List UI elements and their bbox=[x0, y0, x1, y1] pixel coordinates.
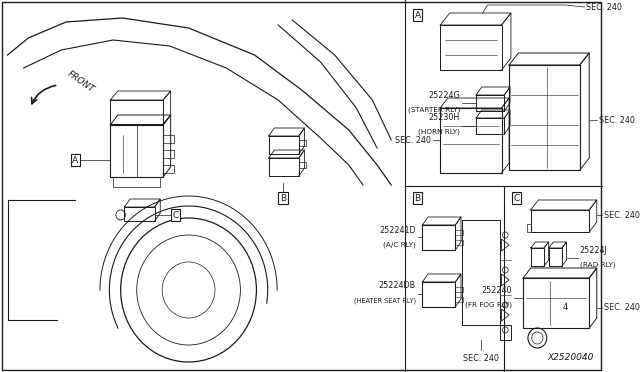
Text: 25224G: 25224G bbox=[428, 91, 460, 100]
Bar bbox=[422, 282, 455, 307]
Text: SEC. 240: SEC. 240 bbox=[598, 115, 634, 125]
Bar bbox=[476, 118, 504, 134]
Bar bbox=[455, 287, 463, 292]
Bar bbox=[476, 95, 504, 111]
Bar bbox=[110, 100, 163, 124]
Text: 25230H: 25230H bbox=[429, 113, 460, 122]
Text: C: C bbox=[513, 193, 520, 202]
Text: B: B bbox=[280, 193, 286, 202]
Bar bbox=[531, 248, 544, 266]
Bar bbox=[524, 278, 589, 328]
Bar bbox=[455, 297, 463, 302]
Bar bbox=[548, 248, 562, 266]
Bar bbox=[440, 108, 502, 173]
Text: 252240: 252240 bbox=[481, 286, 512, 295]
Bar bbox=[299, 140, 307, 146]
Text: (HEATER SEAT RLY): (HEATER SEAT RLY) bbox=[354, 298, 416, 305]
Bar bbox=[422, 225, 455, 250]
Text: 252241D: 252241D bbox=[379, 226, 416, 235]
Bar bbox=[269, 136, 299, 154]
Text: SEC. 240: SEC. 240 bbox=[604, 211, 640, 219]
Text: A: A bbox=[415, 10, 420, 19]
Text: (A/C RLY): (A/C RLY) bbox=[383, 241, 416, 247]
Bar bbox=[163, 165, 175, 173]
Bar bbox=[269, 158, 299, 176]
Text: X2520040: X2520040 bbox=[548, 353, 594, 362]
Bar bbox=[163, 150, 175, 158]
Bar bbox=[455, 240, 463, 245]
Bar bbox=[440, 25, 502, 70]
Text: A: A bbox=[72, 155, 79, 164]
Bar bbox=[124, 207, 155, 221]
Text: (STARTER RLY): (STARTER RLY) bbox=[408, 106, 460, 112]
Text: SEC. 240: SEC. 240 bbox=[463, 354, 499, 363]
Text: 25224DB: 25224DB bbox=[379, 281, 416, 290]
Bar bbox=[113, 177, 160, 187]
Bar bbox=[509, 65, 580, 170]
Text: 4: 4 bbox=[563, 304, 568, 312]
Text: SEC. 240: SEC. 240 bbox=[586, 3, 622, 12]
Text: (RAD RLY): (RAD RLY) bbox=[580, 261, 616, 267]
Text: SEC. 240: SEC. 240 bbox=[604, 304, 640, 312]
Text: 25224J: 25224J bbox=[580, 246, 607, 255]
Bar bbox=[527, 224, 531, 232]
Bar bbox=[299, 162, 307, 168]
Bar bbox=[455, 230, 463, 235]
Text: B: B bbox=[415, 193, 420, 202]
Bar bbox=[110, 125, 163, 177]
Text: FRONT: FRONT bbox=[66, 70, 97, 94]
Text: C: C bbox=[172, 211, 179, 219]
Text: (HORN RLY): (HORN RLY) bbox=[418, 128, 460, 135]
Text: SEC. 240: SEC. 240 bbox=[395, 135, 431, 144]
Bar bbox=[163, 135, 175, 143]
Text: (FR FOG RLY): (FR FOG RLY) bbox=[465, 301, 512, 308]
Bar bbox=[531, 210, 589, 232]
